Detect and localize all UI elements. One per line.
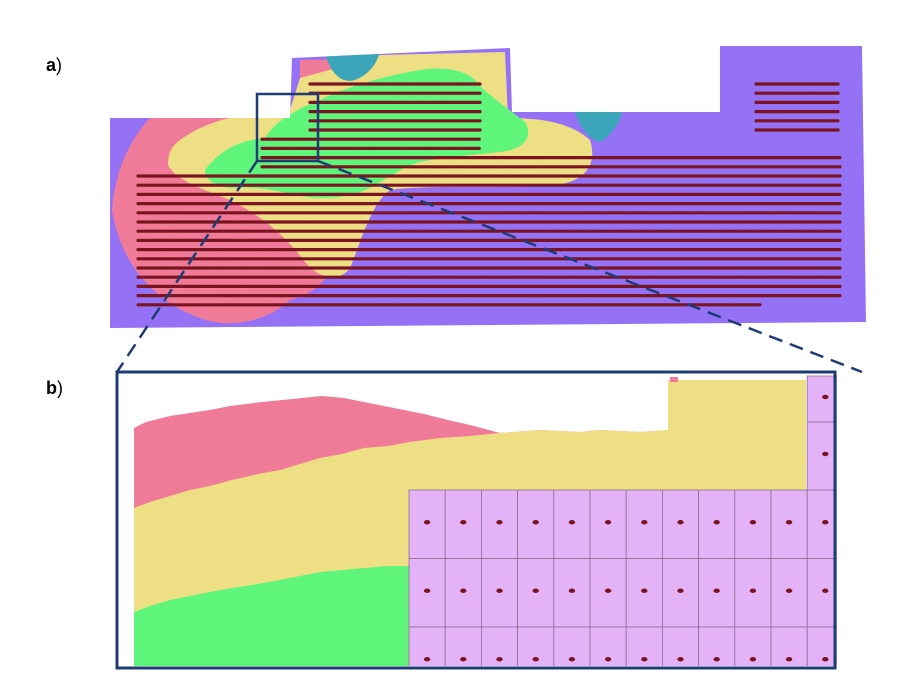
- grid-cell: [806, 626, 837, 666]
- panel-paren-b: ): [57, 378, 63, 398]
- grid-point: [496, 520, 503, 525]
- grid-point: [423, 588, 431, 593]
- grid-point: [822, 588, 829, 593]
- grid-cell: [806, 421, 837, 491]
- grid-point: [713, 588, 720, 593]
- map-region-teal-right: [575, 112, 622, 142]
- grid-cell: [806, 375, 837, 423]
- grid-point: [677, 520, 684, 525]
- panel-letter-a: a: [46, 55, 57, 75]
- grid-point: [822, 520, 829, 525]
- grid-point: [749, 657, 757, 662]
- grid-point: [496, 588, 503, 593]
- grid-cell: [806, 489, 837, 559]
- grid-point: [785, 520, 793, 525]
- grid-point: [641, 588, 648, 593]
- grid-point: [532, 657, 539, 662]
- grid-point: [749, 588, 757, 593]
- grid-point: [785, 657, 793, 662]
- panel-label-a: a): [46, 55, 62, 76]
- grid-point: [423, 657, 431, 662]
- grid-point: [568, 520, 576, 525]
- map-region-teal-top: [325, 50, 380, 81]
- inset-pink-speck: [670, 377, 678, 382]
- grid-point: [460, 520, 467, 525]
- grid-point: [496, 657, 503, 662]
- grid-point: [822, 451, 829, 457]
- grid-point: [568, 588, 576, 593]
- grid-cell: [517, 558, 555, 628]
- grid-point: [604, 657, 612, 662]
- grid-point: [532, 588, 539, 593]
- grid-point: [713, 657, 720, 662]
- zoom-line-left: [115, 160, 259, 373]
- grid-point: [460, 588, 467, 593]
- panel-label-b: b): [46, 378, 63, 399]
- panel-letter-b: b: [46, 378, 57, 398]
- panel-b-inset: [119, 372, 837, 666]
- grid-point: [641, 520, 648, 525]
- grid-point: [785, 588, 793, 593]
- grid-point: [713, 520, 720, 525]
- inset-region-green: [134, 566, 410, 666]
- grid-point: [423, 520, 431, 525]
- grid-point: [749, 520, 757, 525]
- zoom-line-right: [317, 159, 863, 374]
- grid-point: [822, 657, 829, 662]
- grid-point: [822, 394, 829, 400]
- grid-point: [604, 520, 612, 525]
- inset-cell-grid: [408, 375, 837, 666]
- grid-point: [568, 657, 576, 662]
- inset-frame: [115, 370, 837, 670]
- grid-point: [604, 588, 612, 593]
- map-point-rows: [136, 82, 842, 307]
- panel-paren-a: ): [56, 55, 63, 75]
- grid-cell: [806, 558, 837, 628]
- grid-point: [532, 520, 539, 525]
- panel-a-map: [110, 46, 866, 328]
- zoom-source-box: [255, 92, 320, 163]
- grid-point: [460, 657, 467, 662]
- grid-point: [677, 588, 684, 593]
- grid-point: [677, 657, 684, 662]
- grid-point: [641, 657, 648, 662]
